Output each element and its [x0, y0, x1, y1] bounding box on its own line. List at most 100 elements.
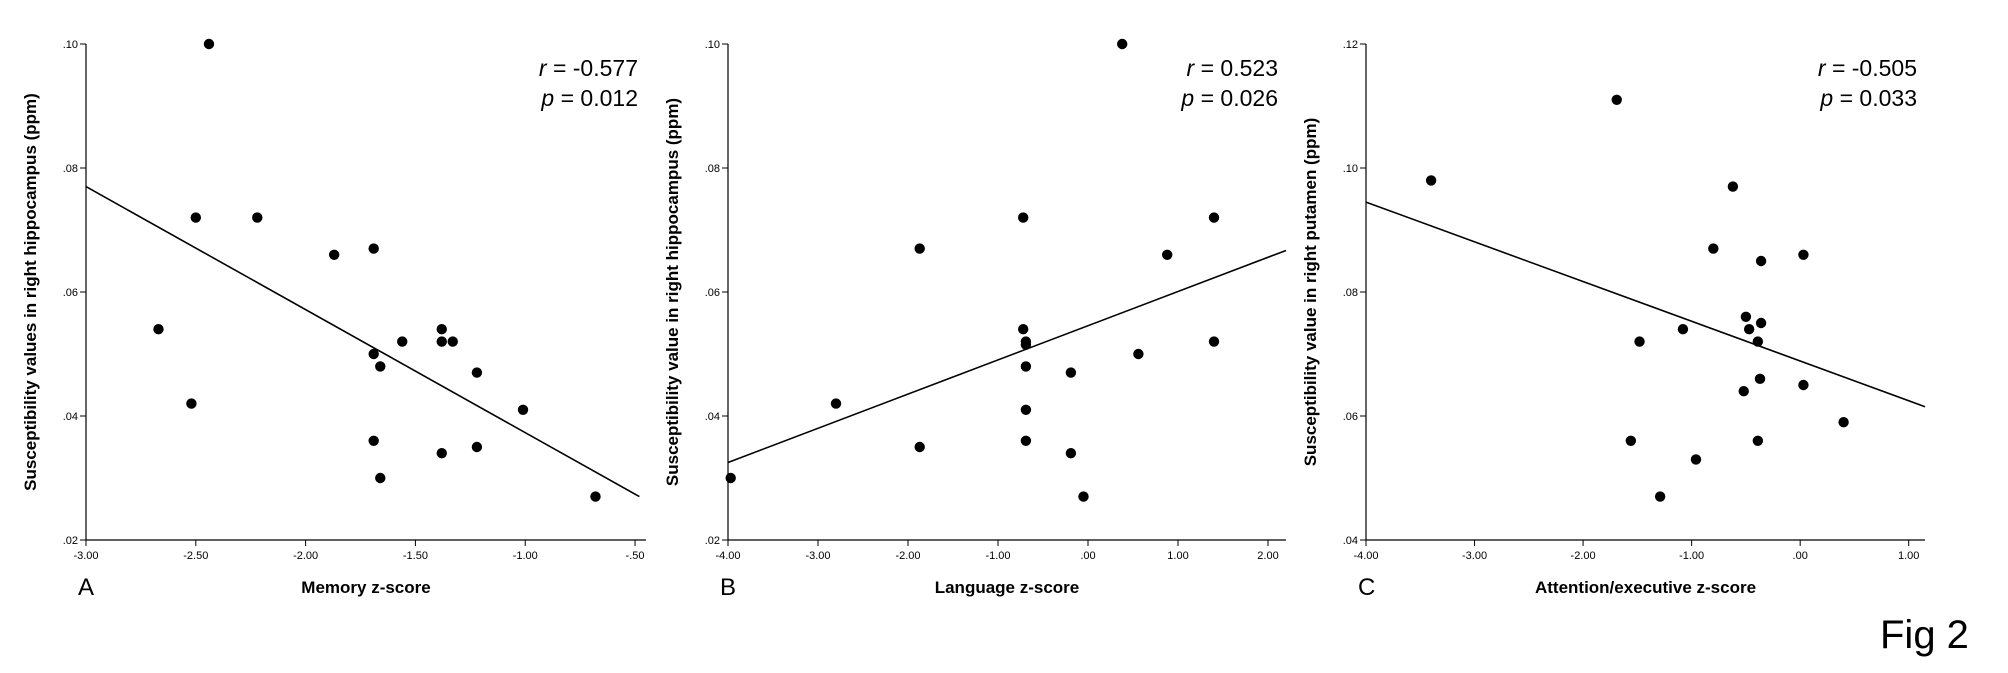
x-tick-label: -1.50: [403, 550, 428, 562]
x-tick-label: -2.50: [183, 550, 208, 562]
data-point: [1754, 373, 1766, 384]
y-axis-label: Susceptibility value in right hippocampu…: [663, 98, 682, 486]
y-tick-label: .08: [63, 163, 78, 175]
r-value: = -0.577: [547, 55, 638, 81]
x-tick-label: -1.00: [985, 550, 1010, 562]
y-tick-label: .10: [705, 39, 720, 51]
data-point: [1065, 448, 1077, 459]
data-point: [1738, 386, 1749, 397]
x-tick-label: -.50: [626, 550, 645, 562]
x-axis-label: Memory z-score: [301, 578, 430, 597]
y-axis-label: Susceptibility values in right hippocamp…: [21, 93, 40, 491]
data-point: [436, 448, 447, 459]
data-point: [1133, 348, 1144, 360]
p-statistic: p = 0.033: [1819, 85, 1917, 111]
data-point: [153, 324, 164, 335]
p-statistic: p = 0.012: [540, 85, 638, 111]
y-tick-label: .06: [1343, 411, 1358, 423]
data-point: [1634, 336, 1645, 347]
data-point: [1425, 175, 1437, 186]
data-point: [1020, 339, 1032, 350]
r-value: = 0.523: [1194, 55, 1278, 81]
data-point: [725, 472, 736, 484]
data-point: [252, 212, 263, 223]
data-point: [1798, 249, 1809, 260]
x-tick-label: -3.00: [1462, 550, 1487, 562]
chart-panel-a: -3.00 -2.50 -2.00 -1.50 -1.00 -.50 .02 .04 .06 .0…: [21, 38, 646, 601]
data-point: [1755, 317, 1767, 329]
data-point: [1690, 454, 1702, 465]
data-point: [436, 324, 447, 335]
regression-line: [85, 185, 640, 498]
data-point: [1798, 379, 1809, 391]
data-point: [397, 336, 408, 347]
y-tick-label: .02: [63, 535, 78, 547]
x-tick-label: 1.00: [1898, 550, 1919, 562]
data-point: [590, 491, 601, 502]
data-point: [368, 435, 379, 446]
data-point: [186, 398, 197, 409]
data-point: [368, 243, 379, 254]
data-point: [1065, 367, 1077, 378]
y-tick-label: .08: [705, 163, 720, 175]
data-point: [1611, 94, 1622, 106]
panel-letter: B: [720, 574, 736, 601]
data-point: [1162, 249, 1173, 260]
data-point: [830, 398, 842, 409]
x-tick-label: 1.00: [1167, 550, 1188, 562]
y-axis-label: Susceptibility value in right putamen (p…: [1301, 118, 1320, 467]
x-tick-label: .00: [1793, 550, 1808, 562]
data-point: [1838, 417, 1849, 428]
data-point: [1018, 212, 1029, 223]
data-point: [1752, 336, 1764, 347]
p-value: = 0.026: [1194, 85, 1278, 111]
data-point: [914, 441, 925, 453]
x-tick-label: .00: [1080, 550, 1095, 562]
x-tick-label: -2.00: [293, 550, 318, 562]
data-point: [1677, 324, 1689, 335]
data-point: [471, 441, 483, 453]
data-point: [375, 361, 386, 372]
data-point: [1740, 311, 1752, 322]
panel-letter: A: [78, 574, 94, 601]
data-point: [517, 404, 529, 415]
data-point: [328, 249, 340, 260]
y-tick-label: .08: [1343, 287, 1358, 299]
x-tick-label: -4.00: [1353, 550, 1378, 562]
x-tick-label: -2.00: [1571, 550, 1596, 562]
data-point: [1755, 255, 1767, 267]
x-tick-label: -3.00: [805, 550, 830, 562]
data-point: [1708, 243, 1719, 254]
data-point: [1208, 336, 1220, 347]
r-statistic: r = -0.577: [539, 55, 638, 81]
r-statistic: r = 0.523: [1187, 55, 1278, 81]
x-tick-label: 2.00: [1257, 550, 1278, 562]
x-tick-label: -1.00: [1679, 550, 1704, 562]
data-point: [1625, 435, 1637, 446]
data-point: [203, 38, 215, 50]
data-point: [436, 336, 447, 347]
data-point: [1727, 181, 1739, 192]
data-point: [1078, 491, 1089, 502]
x-tick-label: -4.00: [715, 550, 740, 562]
r-value: = -0.505: [1826, 55, 1917, 81]
data-point: [914, 243, 925, 254]
y-tick-label: .04: [63, 411, 78, 423]
y-tick-label: .10: [63, 39, 78, 51]
regression-line: [1365, 201, 1926, 408]
data-point: [190, 212, 202, 223]
data-point: [1752, 435, 1764, 446]
panel-letter: C: [1358, 574, 1375, 601]
data-point: [1018, 324, 1029, 335]
data-point: [1020, 361, 1032, 372]
data-point: [1654, 491, 1666, 502]
regression-line: [727, 249, 1287, 464]
data-point: [1743, 324, 1755, 335]
data-point: [471, 367, 483, 378]
y-tick-label: .02: [705, 535, 720, 547]
figure-label: Fig 2: [1880, 613, 1969, 657]
y-tick-label: .04: [705, 411, 720, 423]
chart-panel-c: -4.00 -3.00 -2.00 -1.00 .00 1.00 .04 .06 .08 .10.…: [1301, 39, 1926, 601]
x-tick-label: -3.00: [73, 550, 98, 562]
